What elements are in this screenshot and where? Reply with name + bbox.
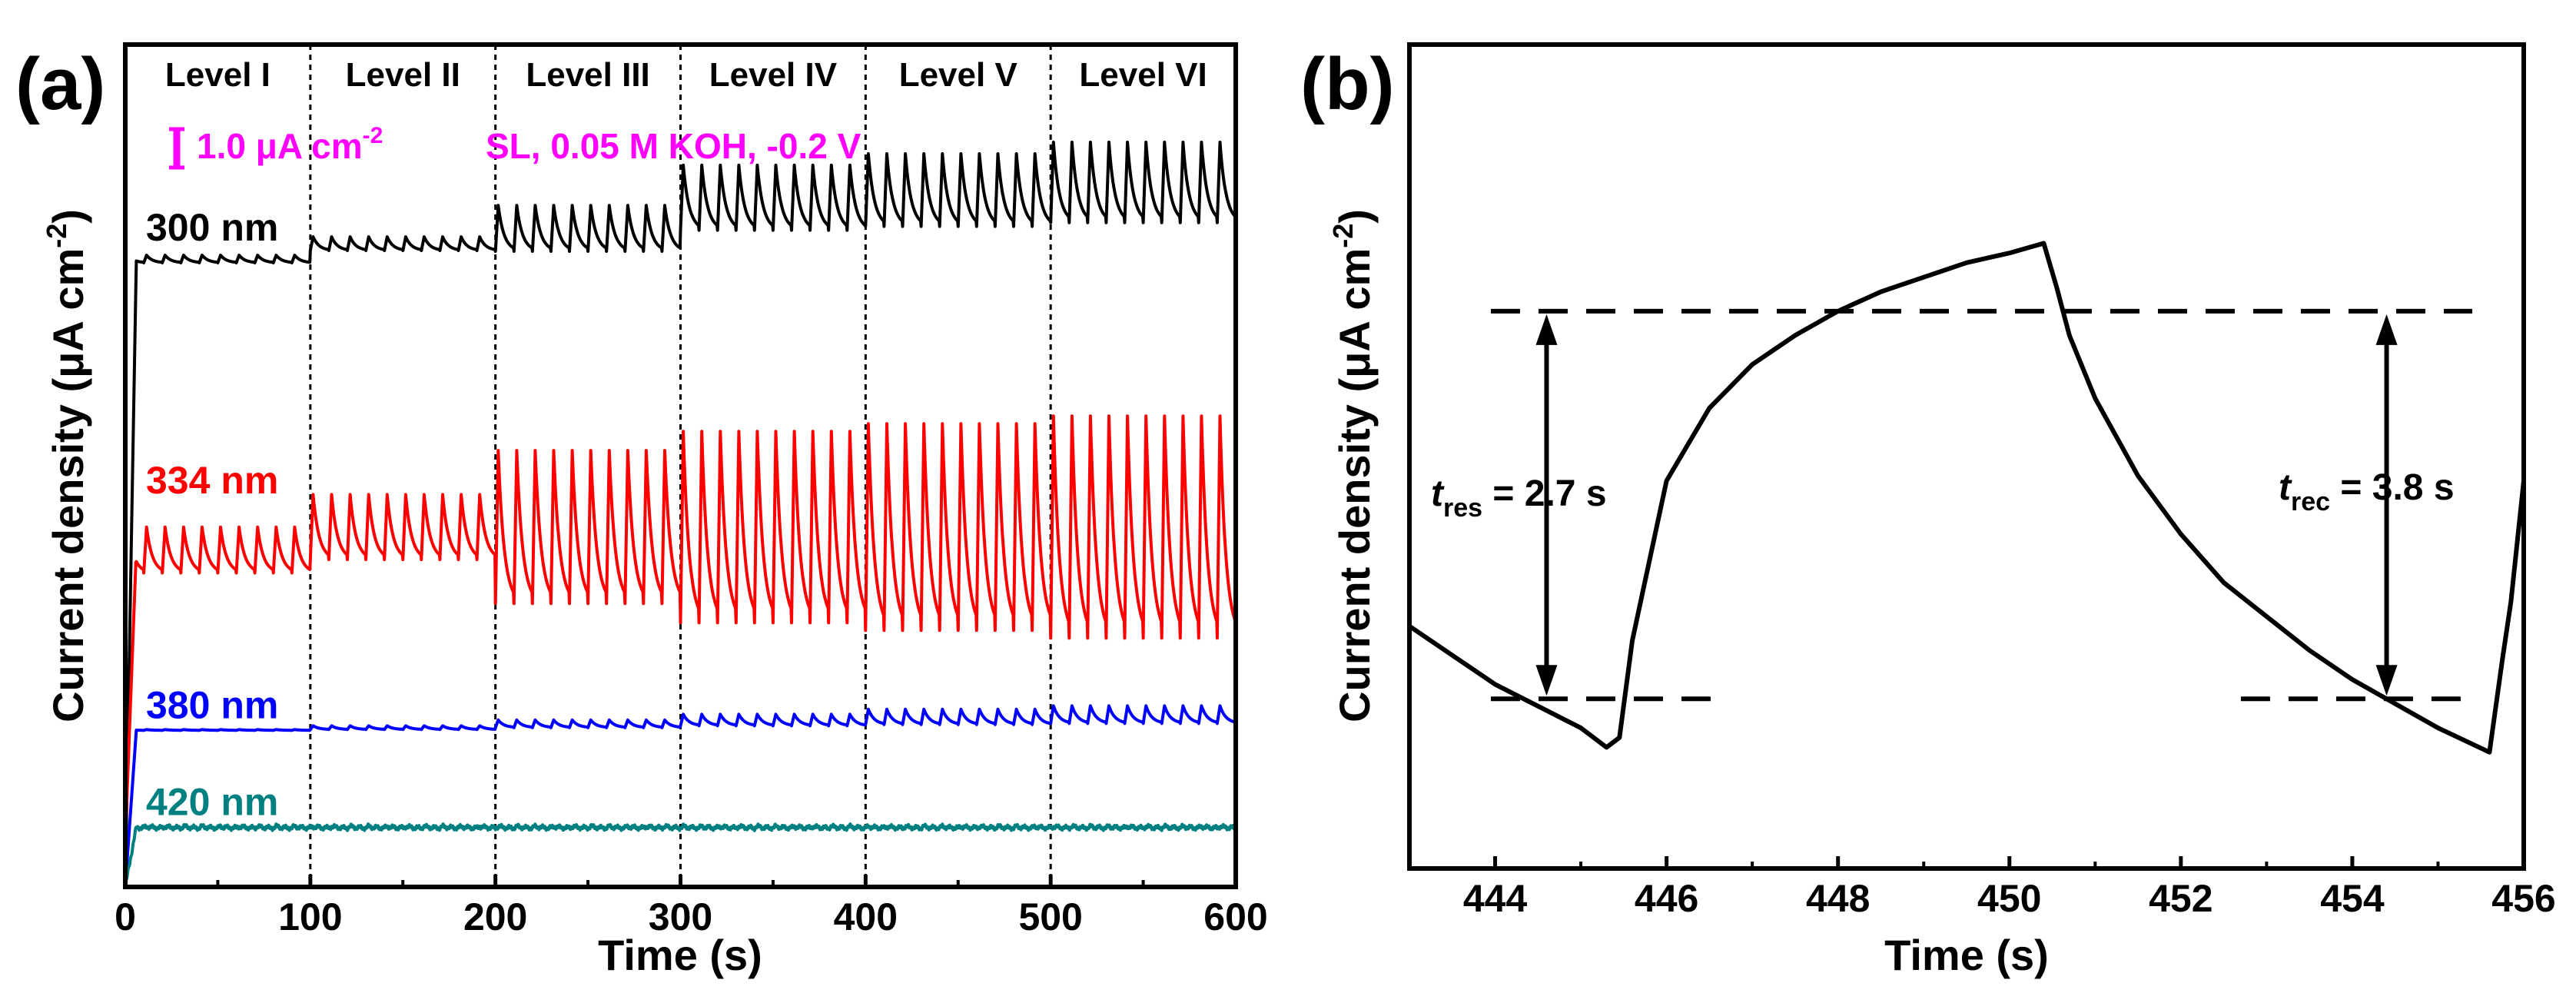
scale-bar-sup: -2	[363, 123, 383, 148]
series-line-420-nm	[124, 822, 1237, 888]
x-tick-label-b-5: 454	[2320, 877, 2385, 920]
series-label-2: 380 nm	[146, 684, 278, 727]
x-tick-label-a-3: 300	[649, 895, 712, 938]
x-tick-label-a-4: 400	[834, 895, 898, 938]
x-tick-label-b-6: 456	[2491, 877, 2555, 920]
level-labels: Level I Level II Level III Level IV Level V L…	[165, 56, 1207, 94]
y-axis-title-b-main: Current density (μA cm	[1330, 248, 1379, 722]
y-axis-title-b-close: )	[1330, 209, 1379, 224]
level-label-0: Level I	[165, 56, 271, 94]
level-label-2: Level III	[526, 56, 649, 94]
y-axis-title-a-close: )	[44, 209, 92, 224]
y-axis-title-a-sup: -2	[41, 224, 72, 248]
level-label-5: Level VI	[1079, 56, 1207, 94]
response-time-sub: res	[1443, 493, 1482, 523]
recovery-time-label: trec = 3.8 s	[2279, 467, 2455, 516]
x-tick-label-b-4: 452	[2149, 877, 2213, 920]
scale-bar-value: 1.0 μA cm	[197, 126, 363, 166]
recovery-time-symbol: t	[2279, 467, 2292, 508]
series-label-0: 300 nm	[146, 206, 278, 249]
x-tick-label-b-0: 444	[1463, 877, 1528, 920]
x-tick-label-a-5: 500	[1018, 895, 1082, 938]
panel-b-label: (b)	[1300, 43, 1395, 125]
panel-a: (a) Level I Level II Level III Level IV Leve…	[15, 42, 1268, 979]
x-tick-label-a-1: 100	[278, 895, 342, 938]
series-line-300-nm	[124, 141, 1237, 888]
x-tick-label-b-2: 448	[1806, 877, 1870, 920]
x-tick-label-b-1: 446	[1635, 877, 1698, 920]
series-line-334-nm	[124, 414, 1237, 842]
x-axis-ticks-b: 444 446 448 450 452 454 456	[1408, 856, 2556, 920]
plot-frame-b	[1407, 42, 2526, 871]
scale-annotation: 1.0 μA cm-2 SL, 0.05 M KOH, -0.2 V	[169, 123, 861, 170]
arrow-head-up-0	[1535, 314, 1558, 345]
series-label-1: 334 nm	[146, 459, 278, 502]
reference-levels	[1490, 308, 2473, 702]
response-time-value: = 2.7 s	[1482, 473, 1606, 514]
level-label-4: Level V	[899, 56, 1018, 94]
series-group	[124, 141, 1237, 888]
x-tick-label-b-3: 450	[1977, 877, 2041, 920]
y-axis-title-a: Current density (μA cm-2)	[41, 209, 92, 722]
level-dividers	[309, 45, 1052, 887]
recovery-time-sub: rec	[2291, 487, 2330, 516]
arrow-head-down-1	[2375, 665, 2398, 696]
response-time-symbol: t	[1431, 473, 1445, 514]
series-line-380-nm	[124, 704, 1237, 888]
y-axis-title-a-main: Current density (μA cm	[44, 248, 92, 722]
response-time-label: tres = 2.7 s	[1431, 473, 1607, 523]
recovery-time-value: = 3.8 s	[2330, 467, 2454, 508]
x-tick-label-a-0: 0	[115, 895, 136, 938]
series-labels: 300 nm 334 nm 380 nm 420 nm	[146, 206, 278, 823]
y-axis-title-b: Current density (μA cm-2)	[1327, 209, 1379, 722]
level-label-3: Level IV	[709, 56, 838, 94]
y-axis-title-b-sup: -2	[1327, 224, 1359, 248]
panel-b: (b) tres = 2.7 s trec = 3.8 s 444 446 448 4…	[1300, 42, 2556, 979]
x-axis-title-a: Time (s)	[598, 931, 762, 979]
level-label-1: Level II	[346, 56, 460, 94]
time-arrows	[1535, 314, 2398, 696]
series-label-3: 420 nm	[146, 780, 278, 823]
scale-bar-label: 1.0 μA cm-2	[197, 123, 383, 166]
transient-curve	[1408, 241, 2526, 755]
x-tick-label-a-2: 200	[463, 895, 527, 938]
x-tick-label-a-6: 600	[1203, 895, 1267, 938]
x-axis-title-b: Time (s)	[1884, 931, 2049, 979]
panel-a-label: (a)	[15, 43, 105, 125]
arrow-head-up-1	[2375, 314, 2398, 345]
x-axis-ticks-a: 0 100 200 300 400 500 600	[115, 875, 1268, 938]
conditions-label: SL, 0.05 M KOH, -0.2 V	[486, 126, 861, 166]
arrow-head-down-0	[1535, 665, 1558, 696]
